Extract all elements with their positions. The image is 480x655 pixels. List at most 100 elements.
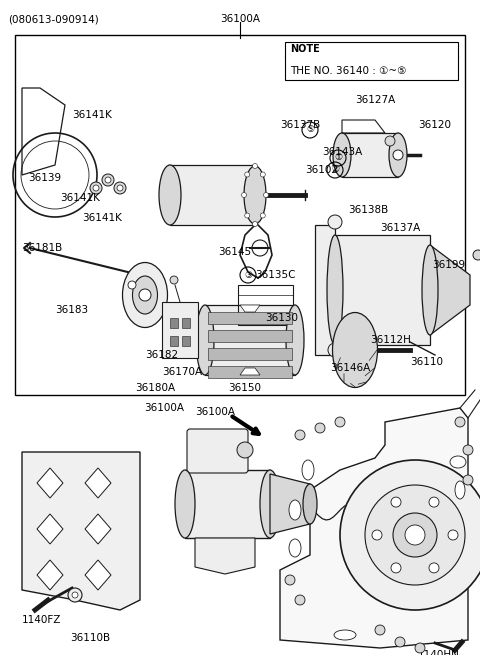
Polygon shape [85,560,111,590]
Text: 36150: 36150 [228,383,261,393]
Circle shape [102,174,114,186]
Bar [315,225,335,355]
Polygon shape [240,305,260,312]
Polygon shape [37,514,63,544]
Ellipse shape [303,484,317,524]
Circle shape [372,530,382,540]
Ellipse shape [159,165,181,225]
Circle shape [114,182,126,194]
Text: ①: ① [334,153,342,162]
Ellipse shape [328,343,342,357]
Ellipse shape [328,215,342,229]
FancyBboxPatch shape [187,429,248,473]
Ellipse shape [389,133,407,177]
Circle shape [90,182,102,194]
Text: 36100A: 36100A [144,403,184,413]
Ellipse shape [333,133,351,177]
Circle shape [395,637,405,647]
Text: 36180A: 36180A [135,383,175,393]
Circle shape [405,525,425,545]
Circle shape [455,417,465,427]
Text: 36120: 36120 [418,120,451,130]
Polygon shape [37,560,63,590]
Polygon shape [85,514,111,544]
Text: 1140FZ: 1140FZ [22,615,61,625]
Bar [170,165,255,225]
Polygon shape [85,468,111,498]
Bar [285,42,458,80]
Circle shape [295,430,305,440]
Text: 36170A: 36170A [162,367,202,377]
Text: 36110B: 36110B [70,633,110,643]
Bar [170,336,178,346]
Circle shape [340,460,480,610]
Circle shape [335,417,345,427]
Ellipse shape [289,500,301,520]
Ellipse shape [175,470,195,538]
Circle shape [68,588,82,602]
Polygon shape [270,474,310,534]
Circle shape [473,250,480,260]
Bar [335,235,430,345]
Circle shape [365,485,465,585]
Circle shape [128,281,136,289]
Circle shape [260,213,265,218]
Ellipse shape [334,630,356,640]
Text: 36141K: 36141K [72,110,112,120]
Bar [342,133,398,177]
Circle shape [393,513,437,557]
Circle shape [264,193,268,198]
Text: ⑤: ⑤ [306,126,314,134]
Text: (080613-090914): (080613-090914) [8,14,99,24]
Ellipse shape [327,235,343,345]
Circle shape [252,164,257,168]
Text: 36135C: 36135C [255,270,296,280]
Circle shape [391,497,401,507]
Bar [162,302,198,358]
Ellipse shape [244,166,266,224]
Circle shape [285,575,295,585]
Text: 36182: 36182 [145,350,178,360]
Ellipse shape [122,263,168,328]
Polygon shape [37,468,63,498]
Circle shape [393,150,403,160]
Bar [208,348,292,360]
Text: 36183: 36183 [55,305,88,315]
Circle shape [93,185,99,191]
Circle shape [391,563,401,573]
Text: 36143A: 36143A [322,147,362,157]
Text: NOTE: NOTE [290,44,320,54]
Circle shape [385,136,395,146]
Text: 36138B: 36138B [348,205,388,215]
Bar [170,318,178,328]
Bar [205,305,295,375]
Text: 36145: 36145 [218,247,251,257]
Bar [182,336,190,346]
Text: 36127A: 36127A [355,95,395,105]
Bar [15,35,465,395]
Text: 36112H: 36112H [370,335,411,345]
Text: 1140HN: 1140HN [418,650,460,655]
Circle shape [170,276,178,284]
Ellipse shape [132,276,157,314]
Circle shape [375,625,385,635]
Bar [208,366,292,378]
Text: 36139: 36139 [28,173,61,183]
Polygon shape [195,538,255,574]
Ellipse shape [450,456,466,468]
Polygon shape [430,245,470,335]
Bar [208,330,292,342]
Circle shape [429,497,439,507]
Circle shape [72,592,78,598]
Circle shape [448,530,458,540]
Circle shape [241,193,247,198]
Text: THE NO. 36140 : ①~⑤: THE NO. 36140 : ①~⑤ [290,66,407,76]
Circle shape [315,423,325,433]
Text: 36102: 36102 [305,165,338,175]
Text: 36137B: 36137B [280,120,320,130]
Text: 36100A: 36100A [220,14,260,24]
Ellipse shape [333,312,377,388]
Circle shape [245,213,250,218]
Text: 36130: 36130 [265,313,298,323]
Text: ③: ③ [244,271,252,280]
